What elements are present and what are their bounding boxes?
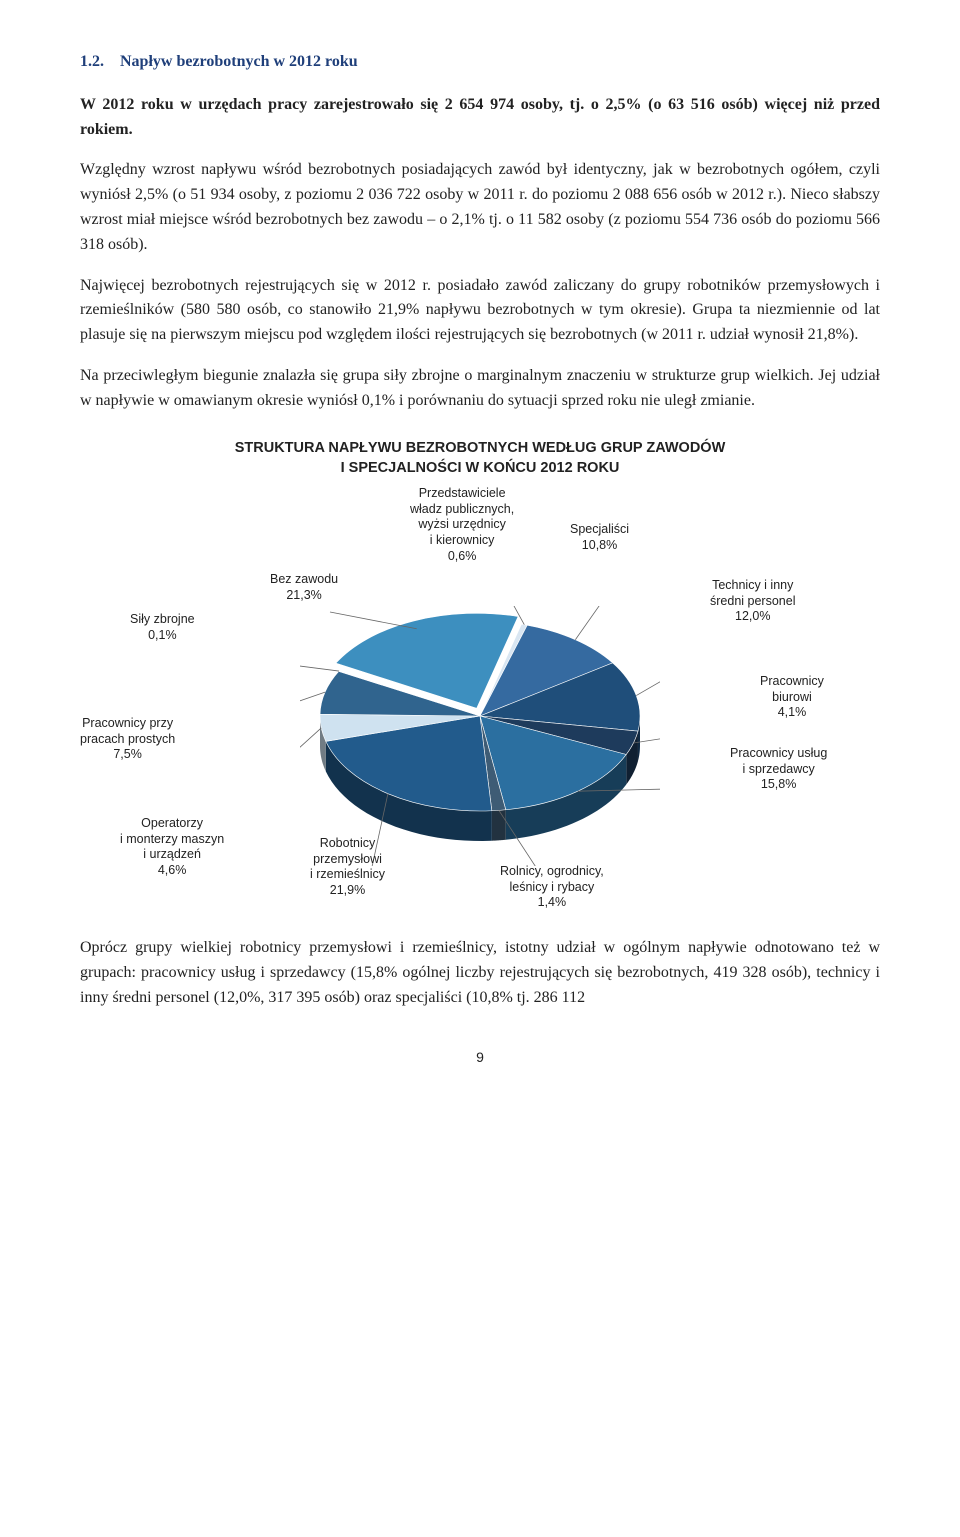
- pie-slice-label: Operatorzyi monterzy maszyni urządzeń4,6…: [120, 816, 224, 879]
- heading-title: Napływ bezrobotnych w 2012 roku: [120, 53, 358, 70]
- pie-slice-label: Pracownicybiurowi4,1%: [760, 674, 824, 721]
- heading-number: 1.2.: [80, 53, 104, 70]
- pie-slice-label: Siły zbrojne0,1%: [130, 612, 195, 643]
- pie-leader-line: [636, 618, 660, 696]
- pie-slice-label: Pracownicy usługi sprzedawcy15,8%: [730, 746, 827, 793]
- pie-leader-line: [330, 612, 417, 629]
- pie-chart-svg: [300, 606, 660, 866]
- pie-slice-label: Bez zawodu21,3%: [270, 572, 338, 603]
- pie-chart-block: STRUKTURA NAPŁYWU BEZROBOTNYCH WEDŁUG GR…: [80, 438, 880, 927]
- pie-slice-side: [492, 810, 506, 841]
- chart-title-line2: I SPECJALNOŚCI W KOŃCU 2012 ROKU: [341, 460, 620, 476]
- pie-slice-label: Rolnicy, ogrodnicy,leśnicy i rybacy1,4%: [500, 864, 604, 911]
- pie-leader-line: [300, 652, 339, 671]
- paragraph-5: Oprócz grupy wielkiej robotnicy przemysł…: [80, 936, 880, 1010]
- pie-chart: Przedstawicielewładz publicznych,wyżsi u…: [80, 486, 880, 926]
- pie-leader-line: [575, 606, 630, 640]
- pie-slice-label: Pracownicy przypracach prostych7,5%: [80, 716, 175, 763]
- section-heading: 1.2. Napływ bezrobotnych w 2012 roku: [80, 50, 880, 75]
- pie-slice-label: Przedstawicielewładz publicznych,wyżsi u…: [410, 486, 514, 564]
- paragraph-4: Na przeciwległym biegunie znalazła się g…: [80, 364, 880, 414]
- paragraph-2: Względny wzrost napływu wśród bezrobotny…: [80, 158, 880, 257]
- pie-slice-label: Robotnicyprzemysłowii rzemieślnicy21,9%: [310, 836, 385, 899]
- pie-slice-label: Technicy i innyśredni personel12,0%: [710, 578, 795, 625]
- page-number: 9: [80, 1047, 880, 1069]
- pie-slice-label: Specjaliści10,8%: [570, 522, 629, 553]
- chart-title: STRUKTURA NAPŁYWU BEZROBOTNYCH WEDŁUG GR…: [80, 438, 880, 479]
- paragraph-3: Najwięcej bezrobotnych rejestrujących si…: [80, 274, 880, 348]
- chart-title-line1: STRUKTURA NAPŁYWU BEZROBOTNYCH WEDŁUG GR…: [235, 440, 726, 456]
- paragraph-1: W 2012 roku w urzędach pracy zarejestrow…: [80, 93, 880, 143]
